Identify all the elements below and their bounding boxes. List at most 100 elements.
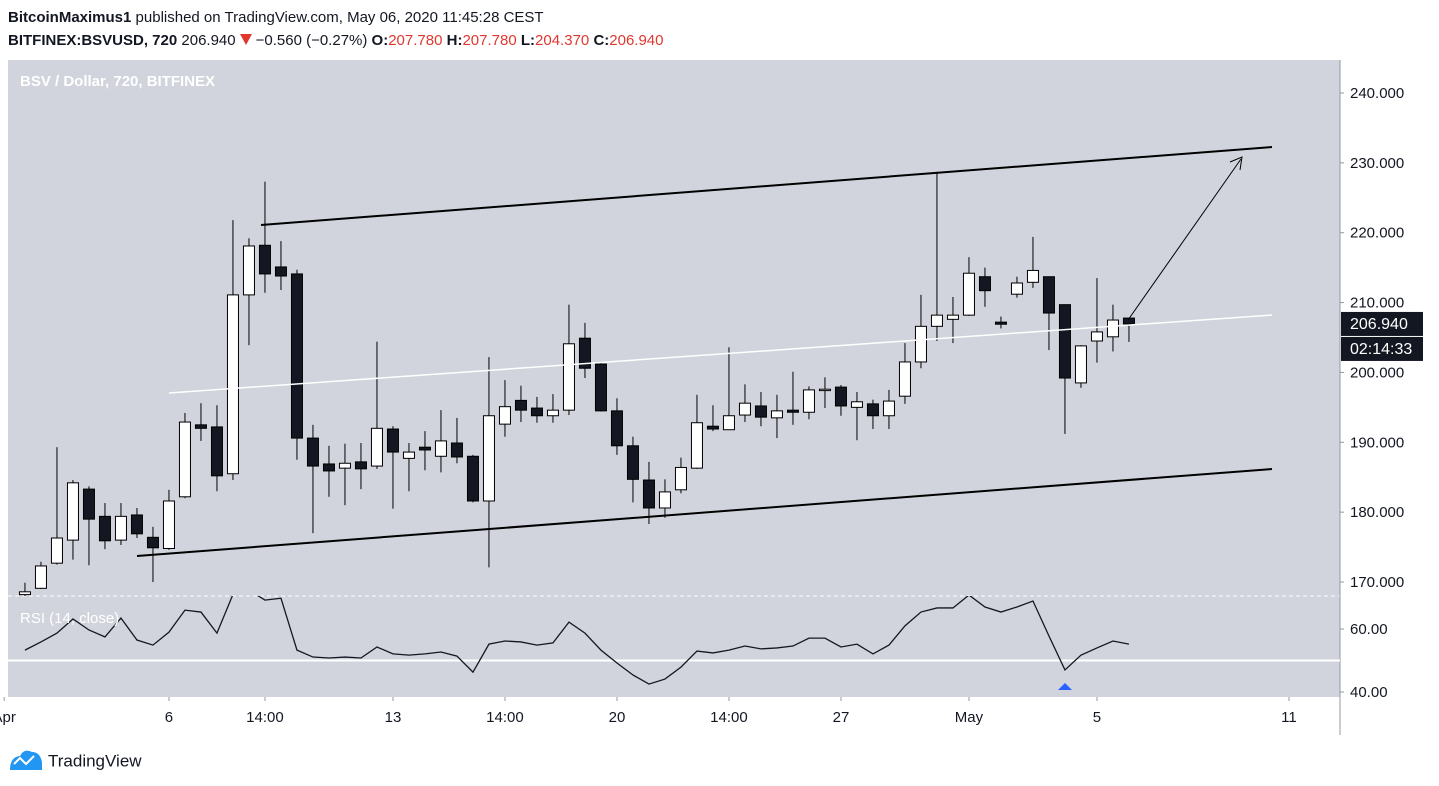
candle-body bbox=[1026, 269, 1039, 283]
header: BitcoinMaximus1 published on TradingView… bbox=[8, 6, 664, 52]
candle-body bbox=[850, 401, 863, 408]
candle-body bbox=[434, 440, 447, 457]
candle-body bbox=[674, 466, 687, 491]
x-tick-label: 14:00 bbox=[486, 709, 524, 726]
ohlc: O:207.780 H:207.780 L:204.370 C:206.940 bbox=[372, 32, 664, 49]
y-tick-label: 240.000 bbox=[1350, 85, 1404, 102]
candle-body bbox=[34, 565, 47, 589]
ohlc-value: 207.780 bbox=[462, 32, 517, 49]
x-tick-label: 14:00 bbox=[246, 709, 284, 726]
time-axis: Apr 6 14:00 13 14:00 20 14:00 27 May 5 11 bbox=[0, 697, 1297, 726]
candle-body bbox=[498, 406, 511, 425]
candle-body bbox=[306, 437, 319, 467]
x-tick-label: 11 bbox=[1281, 709, 1297, 726]
symbol: BITFINEX:BSVUSD, 720 bbox=[8, 32, 178, 49]
candle-body bbox=[194, 424, 207, 429]
arrow-head bbox=[1229, 156, 1243, 171]
candle-body bbox=[1106, 319, 1119, 338]
last-price-box bbox=[1341, 311, 1423, 336]
rsi-line bbox=[24, 596, 1130, 685]
y-tick-label: 220.000 bbox=[1350, 225, 1404, 242]
candle-body bbox=[18, 591, 31, 596]
x-tick-label: 13 bbox=[385, 709, 402, 726]
arrow bbox=[1127, 158, 1242, 321]
y-tick-label: 210.000 bbox=[1350, 295, 1404, 312]
marker bbox=[1058, 683, 1072, 690]
x-tick-label: 14:00 bbox=[710, 709, 748, 726]
x-tick-label: 20 bbox=[609, 709, 626, 726]
candle-body bbox=[482, 415, 495, 502]
candle-body bbox=[50, 537, 63, 564]
pane-bg bbox=[8, 60, 1340, 697]
candle-body bbox=[178, 421, 191, 498]
candle-body bbox=[722, 415, 735, 431]
candle-body bbox=[354, 461, 367, 470]
price-axis: 170.000 180.000 190.000 200.000 210.000 220.0… bbox=[1340, 85, 1423, 701]
candle-body bbox=[978, 276, 991, 292]
candle-body bbox=[1058, 304, 1071, 379]
y-tick-label: 170.000 bbox=[1350, 574, 1404, 591]
countdown: 02:14:33 bbox=[1350, 341, 1412, 358]
published: published on TradingView.com, May 06, 20… bbox=[135, 9, 544, 26]
candle-body bbox=[994, 321, 1007, 325]
main-pane bbox=[18, 171, 1135, 596]
candle-body bbox=[866, 403, 879, 417]
candle-body bbox=[322, 463, 335, 472]
channel-lower bbox=[136, 468, 1273, 557]
x-tick-label: 6 bbox=[165, 709, 173, 726]
channel-middle bbox=[168, 314, 1273, 394]
candle-body bbox=[418, 446, 431, 451]
candle-body bbox=[962, 272, 975, 316]
candle-body bbox=[162, 500, 175, 549]
candle-body bbox=[754, 405, 767, 418]
candle-body bbox=[258, 244, 271, 275]
candle-body bbox=[834, 386, 847, 407]
candle-body bbox=[610, 410, 623, 447]
candle-body bbox=[658, 491, 671, 509]
candle-body bbox=[514, 399, 527, 411]
candle-body bbox=[578, 337, 591, 369]
candle-body bbox=[1010, 282, 1023, 295]
candle-body bbox=[1074, 345, 1087, 384]
candle-body bbox=[370, 427, 383, 467]
x-tick-label: 5 bbox=[1093, 709, 1101, 726]
candle-body bbox=[546, 409, 559, 417]
ohlc-key: C: bbox=[593, 32, 610, 49]
logo-line bbox=[13, 755, 35, 766]
logo-cloud bbox=[10, 750, 42, 770]
down-arrow bbox=[239, 34, 252, 45]
candle-body bbox=[98, 515, 111, 542]
y-tick-label: 60.00 bbox=[1350, 621, 1388, 638]
brand: TradingView bbox=[48, 751, 142, 770]
drawings bbox=[136, 146, 1273, 557]
x-tick-label: May bbox=[955, 709, 984, 726]
candle-body bbox=[1042, 276, 1055, 314]
ohlc-key: H: bbox=[446, 32, 463, 49]
candle-body bbox=[946, 314, 959, 320]
ohlc-key: L: bbox=[520, 32, 536, 49]
candle-body bbox=[690, 422, 703, 469]
channel-upper bbox=[260, 146, 1273, 226]
last-price-label: 206.940 bbox=[1350, 316, 1408, 333]
candle-body bbox=[626, 445, 639, 480]
logo bbox=[10, 750, 42, 770]
candle-body bbox=[82, 488, 95, 520]
y-tick-label: 40.00 bbox=[1350, 684, 1388, 701]
x-tick-label: 27 bbox=[833, 709, 850, 726]
candle-body bbox=[242, 245, 255, 296]
y-tick-label: 180.000 bbox=[1350, 504, 1404, 521]
candle-body bbox=[642, 479, 655, 509]
candle-body bbox=[130, 514, 143, 535]
ohlc-key: O: bbox=[371, 32, 389, 49]
candle-body bbox=[210, 426, 223, 477]
candle-body bbox=[338, 462, 351, 469]
header-line: BITFINEX:BSVUSD, 720 206.940 −0.560 (−0.2… bbox=[8, 29, 664, 52]
candle-body bbox=[386, 428, 399, 453]
chart-title: BSV / Dollar, 720, BITFINEX bbox=[20, 73, 215, 90]
rsi-pane bbox=[8, 596, 1340, 685]
rsi-title: RSI (14, close) bbox=[20, 610, 119, 627]
candle-body bbox=[786, 409, 799, 413]
candle-body bbox=[770, 410, 783, 419]
candle-body bbox=[530, 407, 543, 417]
ohlc-value: 204.370 bbox=[535, 32, 590, 49]
